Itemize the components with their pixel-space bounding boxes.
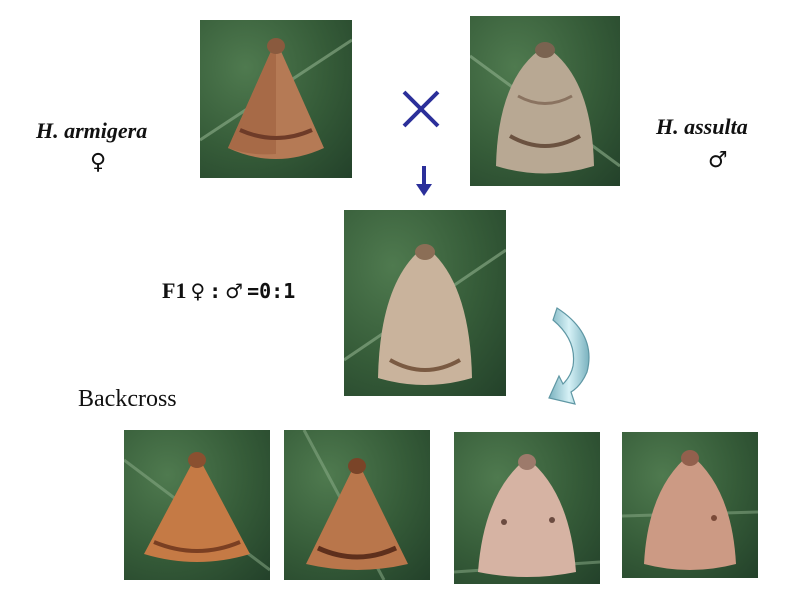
down-arrow-icon <box>416 166 432 196</box>
f1-ratio: =0:1 <box>247 279 296 303</box>
cross-icon <box>402 90 440 128</box>
photo-backcross-2 <box>284 430 430 580</box>
female-symbol: ♀ <box>90 150 107 175</box>
photo-f1 <box>344 210 506 396</box>
curved-arrow-icon <box>548 307 590 405</box>
photo-backcross-1 <box>124 430 270 580</box>
female-parent-name: H. armigera <box>36 118 148 143</box>
moth-backcross-3 <box>454 454 600 577</box>
moth-backcross-2 <box>302 430 408 580</box>
backcross-label: Backcross <box>78 386 177 412</box>
moth-backcross-1 <box>124 452 270 572</box>
f1-separator: : <box>209 279 222 303</box>
male-symbol: ♂ <box>708 148 728 173</box>
f1-male-symbol: ♂ <box>225 279 244 303</box>
moth-female-parent <box>200 38 352 159</box>
photo-backcross-4 <box>622 432 758 578</box>
moth-male-parent <box>470 42 620 174</box>
f1-generation: F1 <box>162 278 187 303</box>
moth-f1 <box>344 244 506 385</box>
photo-female-parent <box>200 20 352 178</box>
f1-female-symbol: ♀ <box>190 279 206 303</box>
f1-label: F1 ♀ : ♂ =0:1 <box>162 278 295 304</box>
photo-backcross-3 <box>454 432 600 584</box>
male-parent-name: H. assulta <box>656 114 748 139</box>
moth-backcross-4 <box>622 450 758 570</box>
photo-male-parent <box>470 16 620 186</box>
